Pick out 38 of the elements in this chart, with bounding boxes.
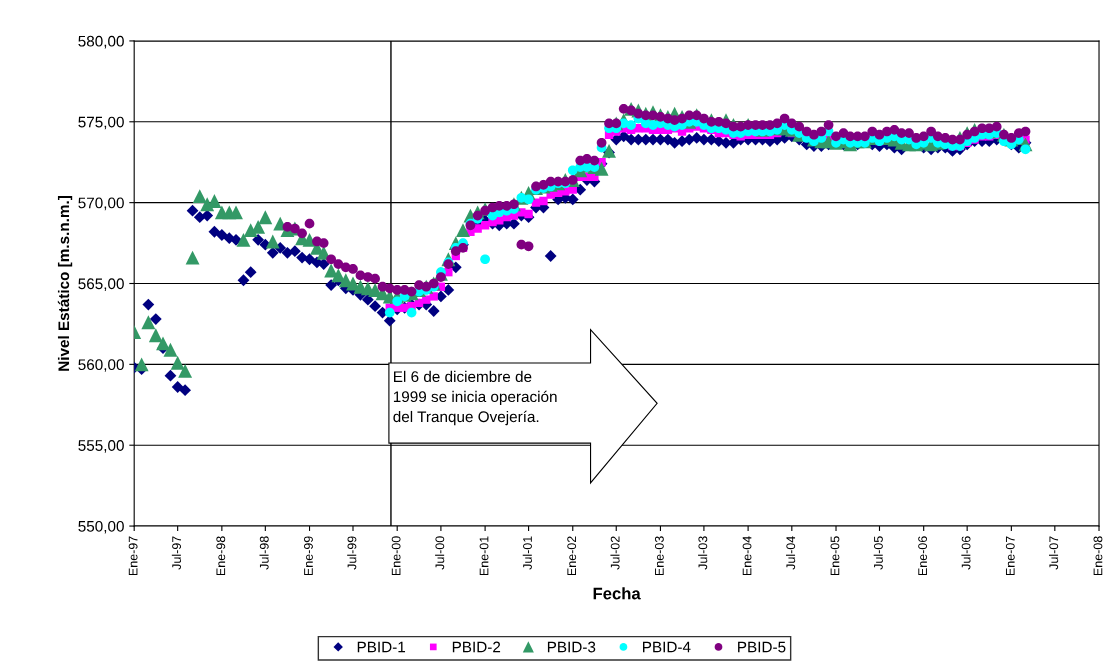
x-tick-label: Ene-01 xyxy=(479,536,489,576)
x-tick-label: Ene-97 xyxy=(128,536,138,576)
legend-label: PBID-5 xyxy=(738,641,786,653)
legend-label: PBID-1 xyxy=(357,641,406,653)
legend-label: PBID-3 xyxy=(547,641,596,653)
legend-label: PBID-2 xyxy=(452,641,501,653)
x-tick-label: Jul-06 xyxy=(961,536,971,570)
x-tick-label: Jul-07 xyxy=(1049,536,1059,570)
x-tick-label: Jul-99 xyxy=(347,536,357,570)
legend-label: PBID-4 xyxy=(643,641,691,653)
x-tick-label: Jul-04 xyxy=(785,536,796,570)
x-tick-label: Jul-01 xyxy=(522,536,532,570)
y-tick-label: 560,00 xyxy=(78,359,124,372)
x-tick-label: Ene-08 xyxy=(1093,536,1103,576)
x-tick-label: Jul-98 xyxy=(259,536,269,570)
y-tick-label: 580,00 xyxy=(78,35,124,49)
x-axis-title: Fecha xyxy=(593,587,641,600)
x-tick-label: Ene-98 xyxy=(216,536,226,576)
x-tick-label: Ene-99 xyxy=(304,536,313,576)
x-tick-label: Ene-05 xyxy=(830,536,840,576)
x-tick-label: Ene-04 xyxy=(742,536,752,576)
x-tick-label: Ene-02 xyxy=(567,536,577,576)
x-tick-label: Jul-05 xyxy=(873,536,883,570)
x-tick-label: Jul-97 xyxy=(171,536,182,570)
y-tick-label: 570,00 xyxy=(78,197,124,211)
y-axis-title: Nivel Estático [m.s.n.m.] xyxy=(57,196,73,371)
x-tick-label: Ene-06 xyxy=(918,536,928,576)
x-tick-label: Jul-02 xyxy=(610,536,620,570)
x-tick-label: Ene-00 xyxy=(391,536,401,576)
y-tick-label: 565,00 xyxy=(78,278,124,291)
x-tick-label: Jul-00 xyxy=(435,536,445,570)
annotation: El 6 de diciembre de 1999 se inicia operación del Tranque Ovejería. xyxy=(393,370,557,426)
y-tick-label: 555,00 xyxy=(78,440,124,453)
x-tick-label: Ene-07 xyxy=(1005,536,1015,576)
x-tick-label: Ene-03 xyxy=(654,536,664,576)
x-tick-label: Jul-03 xyxy=(698,536,708,570)
y-tick-label: 550,00 xyxy=(78,520,124,534)
y-tick-label: 575,00 xyxy=(78,116,124,130)
